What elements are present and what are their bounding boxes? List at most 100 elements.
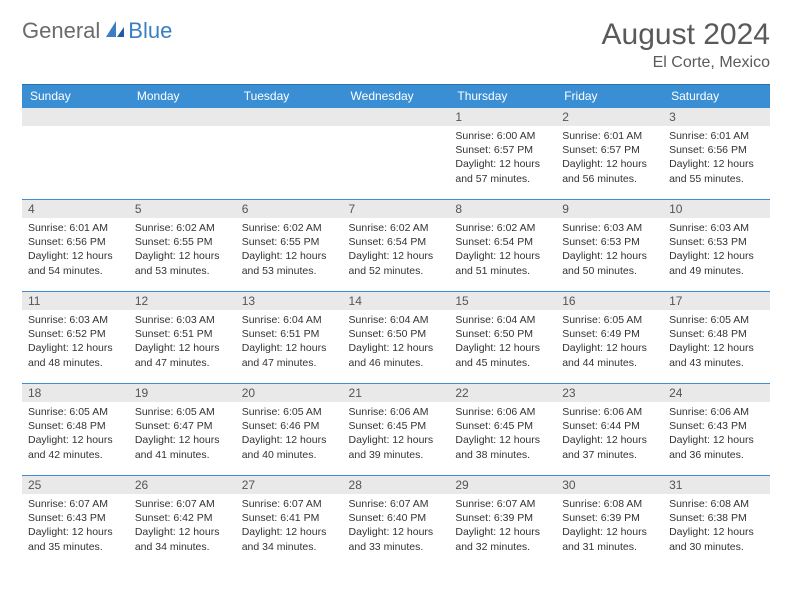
- day-number: [22, 108, 129, 126]
- day-line: Sunset: 6:55 PM: [242, 235, 337, 249]
- calendar-week-row: 11Sunrise: 6:03 AMSunset: 6:52 PMDayligh…: [22, 292, 770, 384]
- calendar-day-cell: 24Sunrise: 6:06 AMSunset: 6:43 PMDayligh…: [663, 384, 770, 476]
- day-number: 22: [449, 384, 556, 402]
- day-line: Daylight: 12 hours and 30 minutes.: [669, 525, 764, 553]
- calendar-table: Sunday Monday Tuesday Wednesday Thursday…: [22, 84, 770, 568]
- day-line: Daylight: 12 hours and 33 minutes.: [349, 525, 444, 553]
- day-content: Sunrise: 6:08 AMSunset: 6:38 PMDaylight:…: [663, 494, 770, 557]
- day-content: Sunrise: 6:07 AMSunset: 6:42 PMDaylight:…: [129, 494, 236, 557]
- day-line: Daylight: 12 hours and 48 minutes.: [28, 341, 123, 369]
- day-line: Daylight: 12 hours and 51 minutes.: [455, 249, 550, 277]
- day-line: Daylight: 12 hours and 47 minutes.: [135, 341, 230, 369]
- day-number: 20: [236, 384, 343, 402]
- day-number: 31: [663, 476, 770, 494]
- day-content: Sunrise: 6:01 AMSunset: 6:56 PMDaylight:…: [663, 126, 770, 189]
- day-number: 28: [343, 476, 450, 494]
- calendar-day-cell: 30Sunrise: 6:08 AMSunset: 6:39 PMDayligh…: [556, 476, 663, 568]
- day-number: 9: [556, 200, 663, 218]
- day-line: Daylight: 12 hours and 47 minutes.: [242, 341, 337, 369]
- calendar-day-cell: 12Sunrise: 6:03 AMSunset: 6:51 PMDayligh…: [129, 292, 236, 384]
- day-line: Sunset: 6:57 PM: [455, 143, 550, 157]
- calendar-day-cell: 8Sunrise: 6:02 AMSunset: 6:54 PMDaylight…: [449, 200, 556, 292]
- day-line: Sunrise: 6:01 AM: [669, 129, 764, 143]
- day-number: 15: [449, 292, 556, 310]
- day-line: Sunrise: 6:07 AM: [455, 497, 550, 511]
- calendar-day-cell: 28Sunrise: 6:07 AMSunset: 6:40 PMDayligh…: [343, 476, 450, 568]
- day-line: Sunset: 6:50 PM: [455, 327, 550, 341]
- day-header: Saturday: [663, 85, 770, 108]
- day-number: 3: [663, 108, 770, 126]
- calendar-day-cell: 17Sunrise: 6:05 AMSunset: 6:48 PMDayligh…: [663, 292, 770, 384]
- day-header: Thursday: [449, 85, 556, 108]
- day-line: Sunset: 6:57 PM: [562, 143, 657, 157]
- calendar-day-cell: 21Sunrise: 6:06 AMSunset: 6:45 PMDayligh…: [343, 384, 450, 476]
- day-content: Sunrise: 6:05 AMSunset: 6:48 PMDaylight:…: [22, 402, 129, 465]
- day-line: Sunrise: 6:07 AM: [28, 497, 123, 511]
- day-line: Sunrise: 6:07 AM: [135, 497, 230, 511]
- calendar-week-row: 4Sunrise: 6:01 AMSunset: 6:56 PMDaylight…: [22, 200, 770, 292]
- day-line: Sunset: 6:53 PM: [669, 235, 764, 249]
- day-number: 25: [22, 476, 129, 494]
- day-line: Sunrise: 6:06 AM: [455, 405, 550, 419]
- day-line: Sunset: 6:54 PM: [455, 235, 550, 249]
- day-line: Daylight: 12 hours and 52 minutes.: [349, 249, 444, 277]
- day-line: Sunrise: 6:02 AM: [455, 221, 550, 235]
- calendar-day-cell: [22, 108, 129, 200]
- day-line: Daylight: 12 hours and 53 minutes.: [242, 249, 337, 277]
- day-number: 26: [129, 476, 236, 494]
- day-line: Sunrise: 6:03 AM: [669, 221, 764, 235]
- day-content: Sunrise: 6:05 AMSunset: 6:49 PMDaylight:…: [556, 310, 663, 373]
- day-line: Sunset: 6:39 PM: [455, 511, 550, 525]
- day-line: Sunset: 6:44 PM: [562, 419, 657, 433]
- day-line: Sunset: 6:47 PM: [135, 419, 230, 433]
- day-line: Daylight: 12 hours and 39 minutes.: [349, 433, 444, 461]
- calendar-week-row: 25Sunrise: 6:07 AMSunset: 6:43 PMDayligh…: [22, 476, 770, 568]
- calendar-day-cell: 2Sunrise: 6:01 AMSunset: 6:57 PMDaylight…: [556, 108, 663, 200]
- day-line: Daylight: 12 hours and 37 minutes.: [562, 433, 657, 461]
- calendar-day-cell: 31Sunrise: 6:08 AMSunset: 6:38 PMDayligh…: [663, 476, 770, 568]
- day-header: Tuesday: [236, 85, 343, 108]
- day-line: Sunset: 6:40 PM: [349, 511, 444, 525]
- day-line: Daylight: 12 hours and 36 minutes.: [669, 433, 764, 461]
- day-number: 30: [556, 476, 663, 494]
- day-line: Sunset: 6:56 PM: [669, 143, 764, 157]
- day-content: Sunrise: 6:07 AMSunset: 6:43 PMDaylight:…: [22, 494, 129, 557]
- day-line: Daylight: 12 hours and 42 minutes.: [28, 433, 123, 461]
- day-number: 5: [129, 200, 236, 218]
- day-number: [236, 108, 343, 126]
- calendar-day-cell: 10Sunrise: 6:03 AMSunset: 6:53 PMDayligh…: [663, 200, 770, 292]
- day-number: [343, 108, 450, 126]
- calendar-day-cell: [236, 108, 343, 200]
- day-line: Sunrise: 6:07 AM: [349, 497, 444, 511]
- calendar-day-cell: 15Sunrise: 6:04 AMSunset: 6:50 PMDayligh…: [449, 292, 556, 384]
- day-number: 21: [343, 384, 450, 402]
- calendar-day-cell: 5Sunrise: 6:02 AMSunset: 6:55 PMDaylight…: [129, 200, 236, 292]
- day-line: Daylight: 12 hours and 45 minutes.: [455, 341, 550, 369]
- day-line: Daylight: 12 hours and 56 minutes.: [562, 157, 657, 185]
- title-block: August 2024 El Corte, Mexico: [602, 18, 770, 72]
- day-line: Sunset: 6:50 PM: [349, 327, 444, 341]
- day-line: Sunset: 6:54 PM: [349, 235, 444, 249]
- calendar-day-cell: 26Sunrise: 6:07 AMSunset: 6:42 PMDayligh…: [129, 476, 236, 568]
- day-content: Sunrise: 6:07 AMSunset: 6:40 PMDaylight:…: [343, 494, 450, 557]
- day-content: Sunrise: 6:01 AMSunset: 6:56 PMDaylight:…: [22, 218, 129, 281]
- day-line: Daylight: 12 hours and 34 minutes.: [242, 525, 337, 553]
- day-line: Daylight: 12 hours and 43 minutes.: [669, 341, 764, 369]
- day-header-row: Sunday Monday Tuesday Wednesday Thursday…: [22, 85, 770, 108]
- day-line: Sunrise: 6:01 AM: [28, 221, 123, 235]
- day-content: Sunrise: 6:07 AMSunset: 6:41 PMDaylight:…: [236, 494, 343, 557]
- day-content: Sunrise: 6:05 AMSunset: 6:47 PMDaylight:…: [129, 402, 236, 465]
- day-number: 16: [556, 292, 663, 310]
- day-content: Sunrise: 6:02 AMSunset: 6:54 PMDaylight:…: [343, 218, 450, 281]
- day-line: Sunrise: 6:08 AM: [562, 497, 657, 511]
- day-line: Daylight: 12 hours and 35 minutes.: [28, 525, 123, 553]
- day-line: Sunset: 6:48 PM: [28, 419, 123, 433]
- day-number: [129, 108, 236, 126]
- day-content: Sunrise: 6:04 AMSunset: 6:51 PMDaylight:…: [236, 310, 343, 373]
- day-line: Sunrise: 6:05 AM: [562, 313, 657, 327]
- day-line: Sunrise: 6:02 AM: [349, 221, 444, 235]
- logo-text-blue: Blue: [128, 18, 172, 44]
- day-line: Daylight: 12 hours and 31 minutes.: [562, 525, 657, 553]
- day-line: Sunset: 6:49 PM: [562, 327, 657, 341]
- day-number: 24: [663, 384, 770, 402]
